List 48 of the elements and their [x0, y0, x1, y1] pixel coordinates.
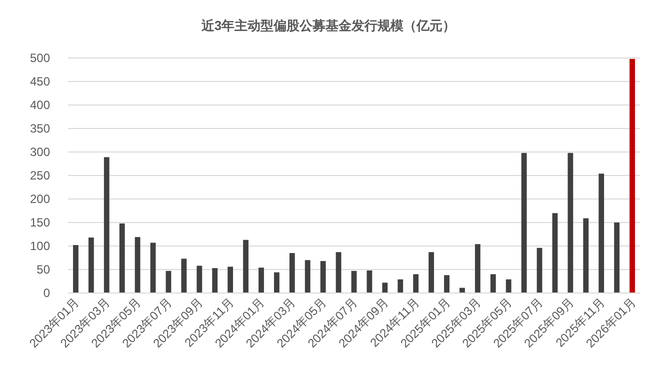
y-tick-label: 0: [43, 286, 50, 300]
bar: [428, 252, 434, 293]
bar: [150, 242, 156, 293]
bar: [583, 218, 589, 293]
y-tick-label: 150: [30, 216, 50, 230]
y-tick-label: 100: [30, 239, 50, 253]
bar: [212, 268, 218, 293]
bar: [104, 157, 110, 293]
chart-title: 近3年主动型偏股公募基金发行规模（亿元）: [200, 18, 456, 33]
bar: [444, 275, 450, 293]
bar: [258, 268, 264, 293]
bar: [521, 152, 527, 293]
bar: [181, 258, 187, 293]
bar: [73, 245, 78, 293]
bar: [274, 272, 280, 293]
bar: [614, 222, 620, 293]
bar: [119, 223, 125, 293]
y-tick-label: 300: [30, 145, 50, 159]
bar: [228, 266, 234, 293]
y-tick-label: 250: [30, 168, 50, 182]
bar: [351, 270, 357, 293]
bar: [536, 248, 542, 293]
bar: [166, 270, 172, 293]
y-tick-label: 500: [30, 51, 50, 65]
bar: [398, 279, 404, 293]
bar: [413, 274, 419, 293]
bar: [336, 252, 342, 293]
bar: [134, 237, 140, 293]
bar: [630, 58, 635, 293]
bar: [88, 238, 94, 293]
bar: [304, 260, 310, 293]
y-tick-label: 50: [36, 262, 50, 276]
bar: [490, 274, 496, 293]
bar: [552, 213, 558, 293]
bar: [598, 174, 604, 293]
y-tick-label: 450: [30, 74, 50, 88]
bar: [506, 279, 512, 293]
bar: [196, 266, 202, 293]
bar: [382, 282, 388, 293]
y-tick-label: 400: [30, 98, 50, 112]
y-tick-label: 350: [30, 122, 50, 136]
y-tick-label: 200: [30, 192, 50, 206]
bar: [474, 244, 480, 293]
bar: [289, 253, 295, 293]
bar: [366, 270, 372, 293]
bar: [568, 152, 574, 293]
bar: [320, 261, 326, 293]
bar: [243, 240, 248, 293]
